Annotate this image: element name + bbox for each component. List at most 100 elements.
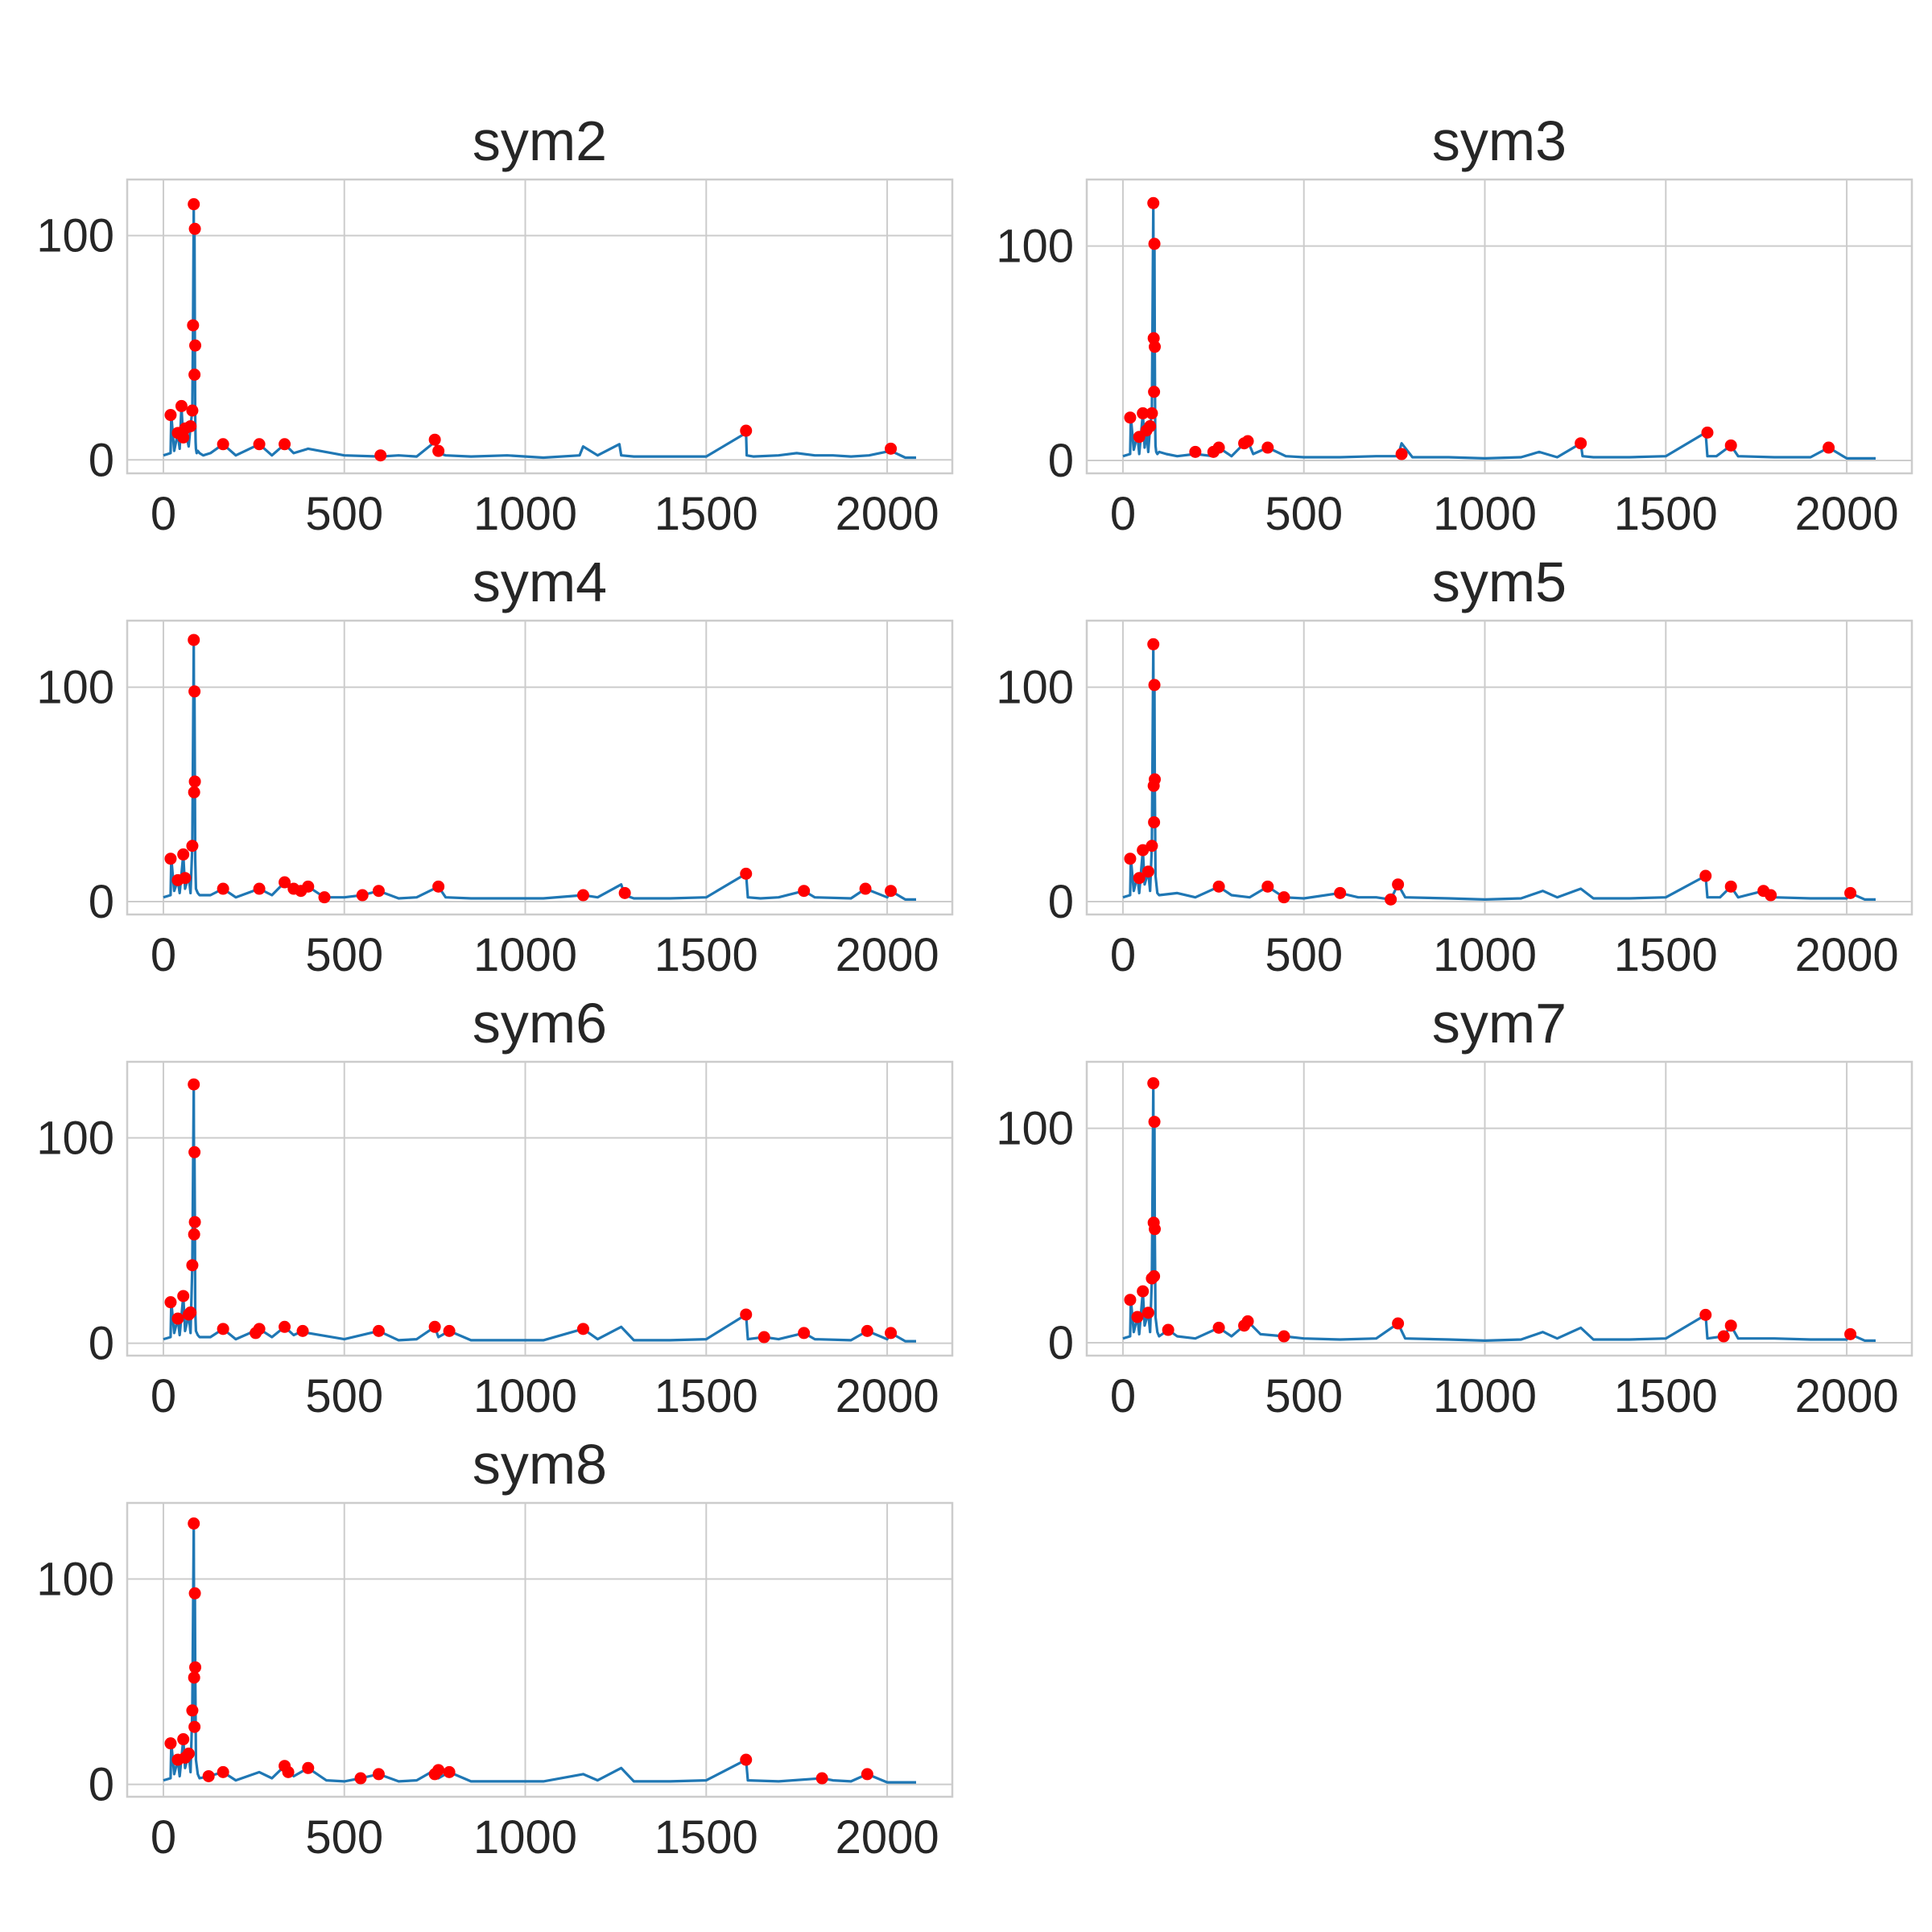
peak-point [188,634,200,646]
peak-point [861,1768,873,1781]
peak-point [217,1323,229,1335]
peak-point [1392,1317,1405,1330]
x-tick-label: 2000 [1795,1370,1899,1422]
peak-point [1147,1077,1160,1090]
peak-point [1844,1327,1857,1340]
x-tick-label: 0 [151,929,176,981]
peak-point [1148,386,1161,398]
peak-point [740,867,753,880]
peak-point [253,1323,266,1335]
x-tick-label: 500 [1265,1370,1343,1422]
peak-point [798,885,811,898]
x-tick-label: 500 [305,1811,383,1864]
peak-point [279,438,291,451]
peak-point [279,1320,291,1333]
y-tick-label: 0 [1048,876,1074,928]
peak-point [188,1587,201,1600]
peak-point [1765,889,1777,902]
peak-point [432,444,445,457]
x-tick-label: 0 [1110,488,1136,540]
peak-point [861,1324,873,1337]
peak-point [1241,1315,1254,1327]
subplot-title: sym8 [473,1433,607,1496]
x-tick-label: 500 [1265,488,1343,540]
subplot-title: sym6 [473,992,607,1055]
y-tick-label: 100 [996,662,1074,714]
peak-point [443,1324,456,1337]
peak-point [189,1661,202,1674]
peak-point [177,848,190,861]
peak-point [186,404,199,417]
peak-point [184,419,197,432]
peak-point [1278,891,1290,904]
peak-point [217,882,229,895]
peak-point [1395,448,1408,460]
peak-point [758,1331,770,1344]
subplot-sym8: sym8 0 500 1000 1500 2000 0 100 [36,1433,954,1864]
peak-point [1385,893,1397,906]
peak-point [217,438,229,451]
peak-point [188,1720,201,1733]
peak-point [188,786,200,799]
peak-point [184,1306,197,1319]
peak-point [202,1769,215,1782]
peak-point [1392,878,1405,891]
axes-frame [1085,178,1913,475]
x-tick-label: 0 [151,1811,176,1864]
peak-point [188,1216,201,1228]
peak-point [1162,1323,1174,1336]
axes-frame [126,1501,954,1798]
y-tick-label: 0 [1048,1317,1074,1369]
peak-point [1148,1269,1161,1282]
x-tick-label: 1000 [1433,488,1537,540]
peak-point [1844,886,1857,899]
peak-point [576,889,589,902]
peak-point [1147,638,1160,650]
peak-point [217,1765,229,1778]
x-tick-label: 1500 [654,1370,758,1422]
subplot-title: sym3 [1432,109,1567,172]
x-tick-label: 1500 [1614,929,1718,981]
peak-point [188,1228,200,1241]
peak-point [1699,1308,1712,1321]
axes-frame [1085,1060,1913,1357]
y-tick-label: 0 [89,1318,114,1370]
peak-point [175,399,188,412]
peak-point [372,1324,385,1337]
peak-point [885,442,898,455]
peak-point [1124,852,1137,865]
peak-point [186,1704,199,1717]
x-tick-label: 2000 [1795,929,1899,981]
subplot-sym3: sym3 0 500 1000 1500 2000 0 100 [996,109,1913,540]
peak-point [576,1323,589,1335]
peak-point [186,840,199,852]
peak-point [188,1078,200,1091]
x-tick-label: 2000 [836,488,939,540]
peak-point [1144,419,1157,432]
peak-point [1148,815,1161,828]
peak-point [1212,1321,1225,1334]
peak-point [1724,439,1737,452]
peak-point [302,880,315,893]
x-tick-label: 1000 [1433,1370,1537,1422]
subplot-sym6: sym6 0 500 1000 1500 2000 0 100 [36,992,954,1422]
x-tick-label: 1500 [654,1811,758,1864]
x-tick-label: 1500 [1614,488,1718,540]
y-tick-label: 100 [996,221,1074,273]
peak-point [1149,1223,1162,1236]
axes-frame [1085,619,1913,916]
peak-point [164,1737,177,1750]
peak-point [282,1765,295,1778]
y-tick-label: 0 [89,434,114,486]
peak-point [1148,1116,1161,1129]
peak-point [1724,880,1737,893]
y-tick-label: 0 [89,1759,114,1811]
peak-point [177,1290,190,1302]
peak-point [1148,679,1161,691]
peak-point [372,1768,385,1781]
x-tick-label: 500 [305,488,383,540]
axes-frame [126,1060,954,1357]
peak-point [354,1772,367,1785]
peak-point [618,886,631,899]
peak-point [1146,840,1158,852]
